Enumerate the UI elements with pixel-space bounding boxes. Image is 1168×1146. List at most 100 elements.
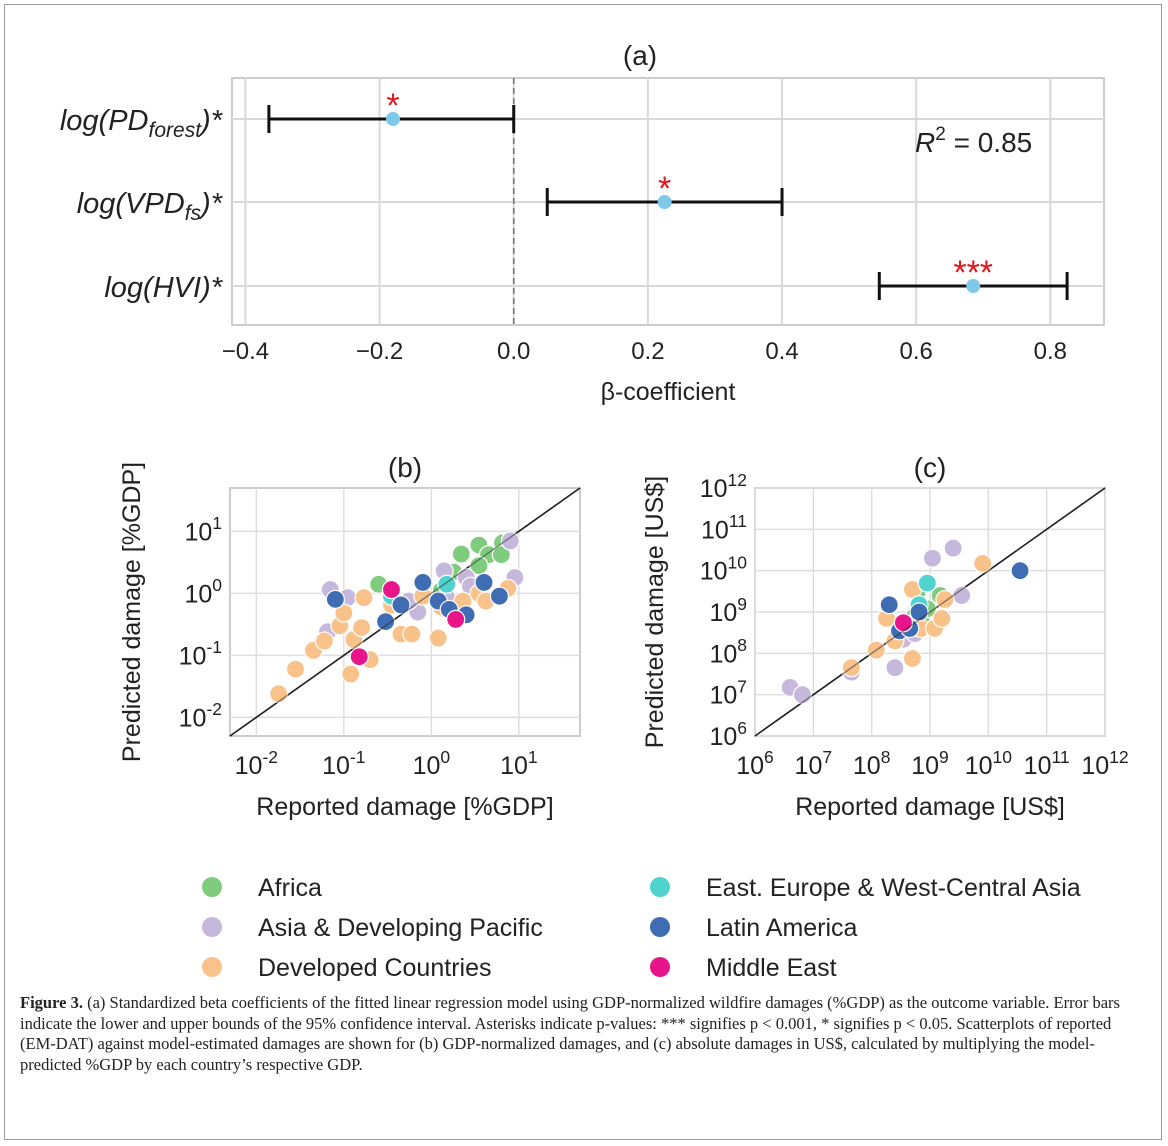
scatter-point: [917, 573, 937, 593]
ytick-label: 1012: [700, 470, 747, 503]
panel-a-xtick-label: −0.2: [356, 338, 403, 365]
scatter-point: [381, 579, 402, 600]
xtick-label: 1011: [1024, 747, 1070, 780]
panel-a-marks: log(PDforest)* * log(VPDfs)* * log(HVI)* ***: [60, 87, 1069, 304]
panel-a-xtick-label: 0.4: [765, 338, 798, 365]
scatter-point: [314, 631, 335, 651]
xtick-label: 107: [795, 747, 833, 780]
scatter-point: [402, 624, 422, 644]
panel-b-xlabel: Reported damage [%GDP]: [256, 793, 553, 821]
xtick-label: 1012: [1081, 747, 1128, 780]
ytick-label: 108: [709, 635, 747, 668]
legend-marker: [202, 917, 222, 937]
identity-line-overlay: [754, 487, 1106, 737]
legend-label: Developed Countries: [258, 954, 491, 982]
ytick-label: 100: [184, 575, 222, 608]
legend-marker: [202, 877, 222, 897]
xtick-label: 101: [500, 747, 538, 780]
scatter-point: [375, 612, 396, 632]
panel-a-row-label: log(PDforest)*: [60, 105, 224, 142]
scatter-point: [285, 659, 306, 679]
ytick-label: 107: [709, 676, 747, 709]
scatter-point: [352, 618, 372, 638]
ytick-label: 10-2: [179, 699, 222, 732]
panel-a-xlabel: β-coefficient: [601, 378, 736, 406]
legend: Africa Asia & Developing Pacific Developed…: [202, 874, 1081, 982]
scatter-point: [391, 595, 411, 615]
panel-b-title: (b): [388, 452, 422, 483]
figure-caption: Figure 3. (a) Standardized beta coeffici…: [20, 993, 1130, 1075]
scatter-point: [909, 602, 929, 622]
scatter-point: [973, 553, 993, 573]
figure-canvas: (a) −0.4 −0.2 0.0 0.2 0.4 0.6 0.8 log(PDforest…: [60, 40, 1129, 982]
coefficient-point: [385, 112, 400, 126]
legend-marker: [202, 957, 222, 977]
panel-b-ylabel: Predicted damage [%GDP]: [118, 462, 146, 762]
scatter-point: [334, 603, 354, 623]
ytick-label: 1011: [701, 511, 747, 544]
legend-marker: [650, 877, 670, 897]
scatter-point: [879, 595, 899, 615]
xtick-label: 10-1: [322, 747, 365, 780]
scatter-point: [491, 545, 511, 565]
panel-a-row-label: log(VPDfs)*: [77, 188, 224, 225]
significance-stars: ***: [953, 254, 993, 292]
ytick-label: 1010: [700, 552, 748, 585]
identity-line-overlay: [229, 487, 581, 737]
scatter-point: [1010, 561, 1030, 581]
panel-b: (b) 10-2 10-1 100 101 10-2 10-1 100 101 Reporte…: [118, 452, 581, 821]
xtick-label: 100: [413, 747, 451, 780]
coefficient-point: [966, 279, 981, 293]
legend-label: Latin America: [706, 914, 858, 942]
panel-c-marks: [754, 487, 1106, 737]
panel-c-title: (c): [914, 452, 947, 483]
scatter-point: [413, 572, 433, 593]
scatter-point: [932, 608, 952, 629]
figure-frame: [4, 4, 1162, 1140]
panel-c-grid: 106 107 108 109 1010 1011 1012 106 107 108 109 1010…: [700, 470, 1129, 780]
panel-a-xtick-label: 0.2: [631, 338, 664, 365]
scatter-point: [349, 647, 369, 667]
xtick-label: 10-2: [235, 747, 278, 780]
scatter-point: [489, 586, 510, 606]
scatter-point: [354, 588, 374, 608]
legend-label: East. Europe & West-Central Asia: [706, 874, 1081, 902]
ytick-label: 10-1: [179, 637, 222, 670]
significance-stars: *: [386, 87, 399, 125]
caption-label: Figure 3.: [20, 993, 83, 1012]
scatter-point: [792, 685, 813, 705]
xtick-label: 106: [736, 747, 774, 780]
scatter-point: [325, 589, 345, 609]
xtick-label: 1010: [965, 747, 1013, 780]
ytick-label: 101: [184, 513, 222, 546]
caption-text: (a) Standardized beta coefficients of th…: [20, 993, 1120, 1074]
legend-label: Africa: [258, 874, 322, 902]
panel-a-xtick-label: 0.0: [497, 338, 530, 365]
scatter-point: [885, 658, 905, 678]
panel-c-xlabel: Reported damage [US$]: [795, 793, 1065, 821]
panel-a-row-label: log(HVI)*: [104, 272, 223, 304]
panel-a-title: (a): [623, 40, 657, 71]
scatter-point: [500, 531, 520, 551]
scatter-point: [474, 572, 494, 593]
legend-label: Middle East: [706, 954, 837, 982]
panel-a-xtick-label: 0.6: [899, 338, 932, 365]
panel-b-marks: [229, 487, 581, 737]
panel-c: (c) 106 107 108 109 1010 1011 1012 106 107 108 109…: [641, 452, 1129, 821]
significance-stars: *: [658, 170, 671, 208]
scatter-point: [902, 648, 923, 669]
scatter-point: [428, 628, 448, 648]
legend-label: Asia & Developing Pacific: [258, 914, 543, 942]
scatter-point: [451, 544, 471, 564]
r-squared-annotation: R2 = 0.85: [915, 124, 1032, 158]
scatter-point: [341, 664, 361, 684]
scatter-point: [269, 684, 289, 704]
xtick-label: 108: [853, 747, 891, 780]
xtick-label: 109: [911, 747, 949, 780]
scatter-point: [943, 538, 963, 558]
scatter-point: [893, 613, 914, 633]
panel-c-ylabel: Predicted damage [US$]: [641, 476, 669, 748]
panel-a-xtick-label: −0.4: [222, 338, 269, 365]
coefficient-point: [657, 195, 672, 209]
ytick-label: 106: [709, 718, 747, 751]
